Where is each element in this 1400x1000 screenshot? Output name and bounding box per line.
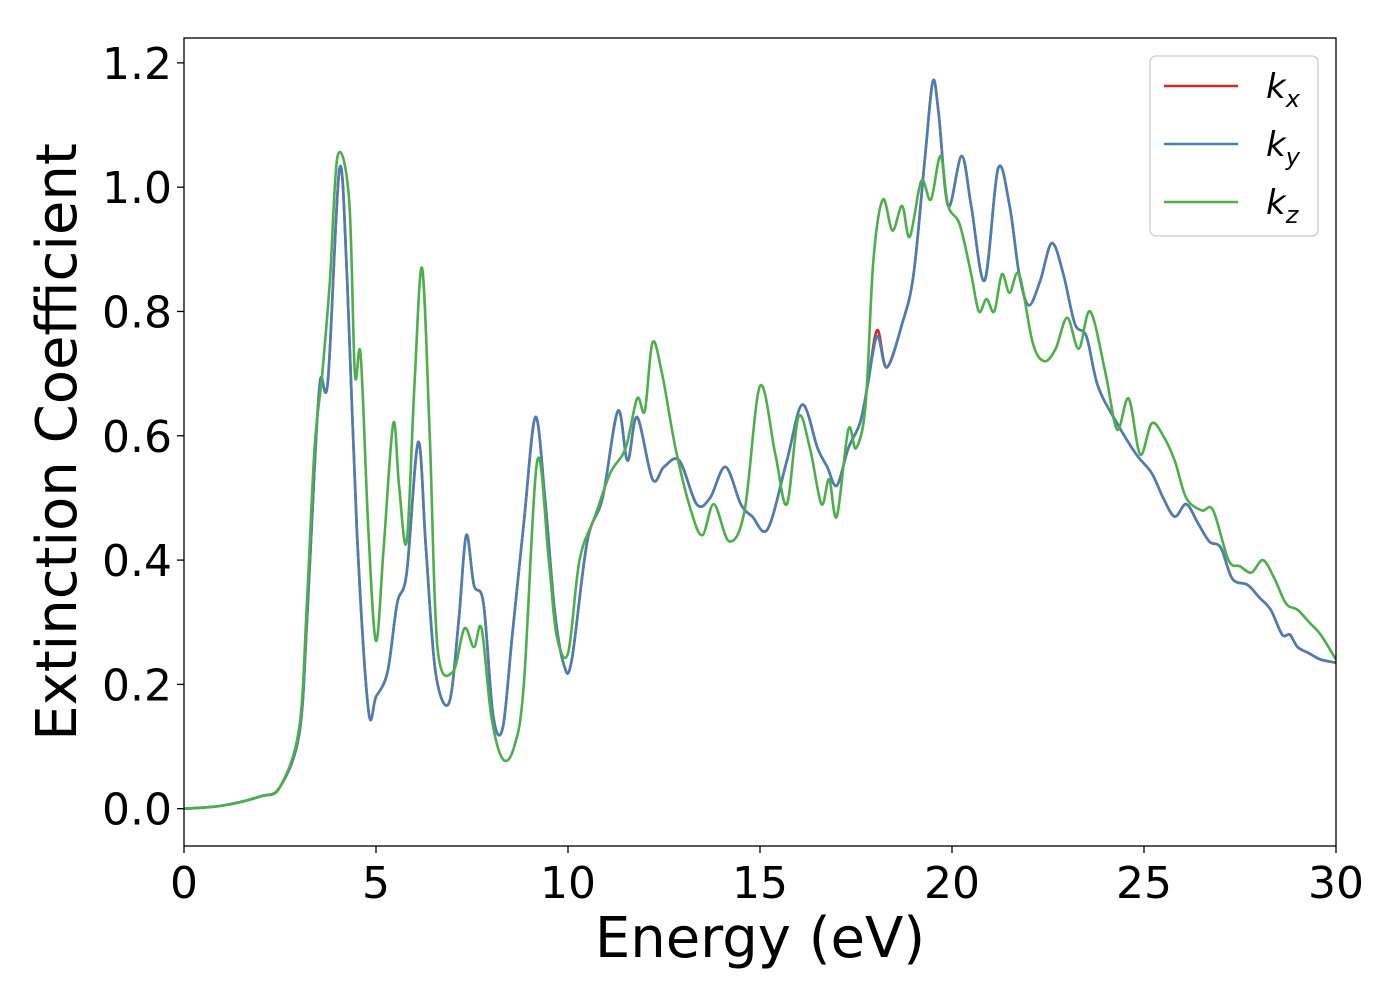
y-tick-label: 0.2: [102, 660, 172, 711]
legend-label-subscript: z: [1285, 201, 1300, 229]
x-tick-label: 15: [732, 858, 788, 909]
legend-frame: [1149, 55, 1319, 237]
legend-label-subscript: x: [1285, 85, 1301, 113]
legend-label-base: k: [1266, 125, 1287, 165]
x-tick-label: 20: [924, 858, 980, 909]
y-tick-label: 0.0: [102, 785, 172, 836]
x-tick-label: 10: [540, 858, 596, 909]
x-tick-label: 0: [170, 858, 198, 909]
legend-label-subscript: y: [1285, 143, 1301, 171]
y-tick-label: 0.8: [102, 287, 172, 338]
y-tick-label: 1.0: [102, 163, 172, 214]
y-axis: 0.0 0.2 0.4 0.6 0.8 1.0 1.2: [102, 39, 184, 836]
series-line-ky: [184, 78, 1336, 811]
y-axis-title: Extinction Coefficient: [25, 143, 90, 741]
y-tick-label: 1.2: [102, 39, 172, 90]
y-tick-label: 0.4: [102, 536, 172, 587]
series-line-kz: [184, 150, 1336, 811]
legend-label-kx: kx: [1266, 67, 1301, 113]
x-tick-label: 30: [1308, 858, 1364, 909]
series-layer: [184, 78, 1336, 811]
x-axis: 0 5 10 15 20 25 30: [170, 846, 1364, 909]
legend-label-ky: ky: [1266, 125, 1301, 171]
x-axis-title: Energy (eV): [595, 906, 925, 971]
legend-label-kz: kz: [1266, 183, 1300, 229]
x-tick-label: 25: [1116, 858, 1172, 909]
y-tick-label: 0.6: [102, 412, 172, 463]
legend-label-base: k: [1266, 183, 1287, 223]
legend-label-base: k: [1266, 67, 1287, 107]
x-tick-label: 5: [362, 858, 390, 909]
